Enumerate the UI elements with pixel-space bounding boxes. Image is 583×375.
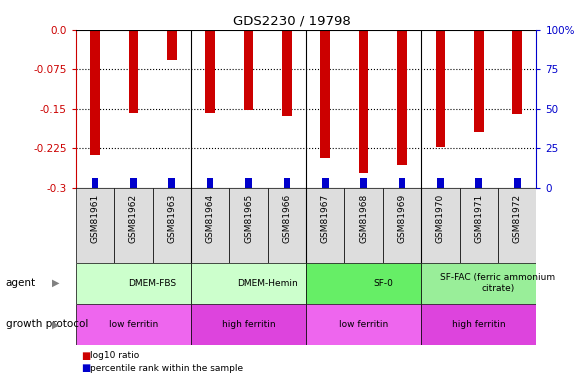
Bar — [421, 188, 459, 262]
Bar — [168, 178, 175, 188]
Bar — [191, 262, 306, 304]
Text: DMEM-FBS: DMEM-FBS — [128, 279, 177, 288]
Bar — [383, 188, 421, 262]
Text: GSM81965: GSM81965 — [244, 194, 253, 243]
Text: high ferritin: high ferritin — [222, 320, 275, 329]
Bar — [399, 178, 405, 188]
Bar — [130, 178, 137, 188]
Bar — [207, 178, 213, 188]
Text: GSM81964: GSM81964 — [206, 194, 215, 243]
Text: GSM81963: GSM81963 — [167, 194, 176, 243]
Bar — [321, 30, 330, 158]
Text: GSM81961: GSM81961 — [90, 194, 100, 243]
Bar — [514, 178, 521, 188]
Bar — [322, 178, 329, 188]
Text: GSM81971: GSM81971 — [475, 194, 483, 243]
Bar — [76, 188, 114, 262]
Text: log10 ratio: log10 ratio — [90, 351, 139, 360]
Bar — [167, 30, 177, 60]
Text: agent: agent — [6, 278, 36, 288]
Bar — [282, 30, 292, 115]
Bar — [153, 188, 191, 262]
Bar — [90, 30, 100, 155]
Bar — [229, 188, 268, 262]
Bar — [498, 188, 536, 262]
Text: ■: ■ — [82, 351, 91, 360]
Bar — [245, 178, 252, 188]
Bar — [76, 304, 191, 345]
Bar — [205, 30, 215, 113]
Text: ■: ■ — [82, 363, 91, 373]
Bar — [459, 188, 498, 262]
Bar — [421, 304, 536, 345]
Bar — [437, 178, 444, 188]
Bar — [129, 30, 138, 113]
Text: GSM81962: GSM81962 — [129, 194, 138, 243]
Text: low ferritin: low ferritin — [109, 320, 158, 329]
Text: ▶: ▶ — [52, 278, 59, 288]
Text: percentile rank within the sample: percentile rank within the sample — [90, 364, 244, 373]
Bar — [436, 30, 445, 147]
Text: GSM81972: GSM81972 — [512, 194, 522, 243]
Text: low ferritin: low ferritin — [339, 320, 388, 329]
Bar — [306, 262, 421, 304]
Bar — [359, 30, 368, 173]
Text: ▶: ▶ — [52, 320, 59, 329]
Text: GSM81970: GSM81970 — [436, 194, 445, 243]
Text: high ferritin: high ferritin — [452, 320, 505, 329]
Bar — [244, 30, 253, 110]
Bar — [421, 262, 536, 304]
Bar — [76, 262, 191, 304]
Text: GSM81968: GSM81968 — [359, 194, 368, 243]
Bar — [475, 178, 482, 188]
Bar — [268, 188, 306, 262]
Bar — [474, 30, 483, 132]
Text: SF-0: SF-0 — [373, 279, 393, 288]
Bar — [283, 178, 290, 188]
Bar — [306, 188, 345, 262]
Bar — [345, 188, 383, 262]
Text: GDS2230 / 19798: GDS2230 / 19798 — [233, 14, 350, 27]
Text: growth protocol: growth protocol — [6, 320, 88, 329]
Text: GSM81966: GSM81966 — [282, 194, 292, 243]
Text: GSM81969: GSM81969 — [398, 194, 406, 243]
Bar — [191, 188, 229, 262]
Bar — [360, 178, 367, 188]
Bar — [92, 178, 99, 188]
Bar — [114, 188, 153, 262]
Text: DMEM-Hemin: DMEM-Hemin — [237, 279, 298, 288]
Bar — [306, 304, 421, 345]
Text: SF-FAC (ferric ammonium
citrate): SF-FAC (ferric ammonium citrate) — [440, 273, 556, 293]
Bar — [397, 30, 407, 165]
Text: GSM81967: GSM81967 — [321, 194, 330, 243]
Bar — [512, 30, 522, 114]
Bar — [191, 304, 306, 345]
